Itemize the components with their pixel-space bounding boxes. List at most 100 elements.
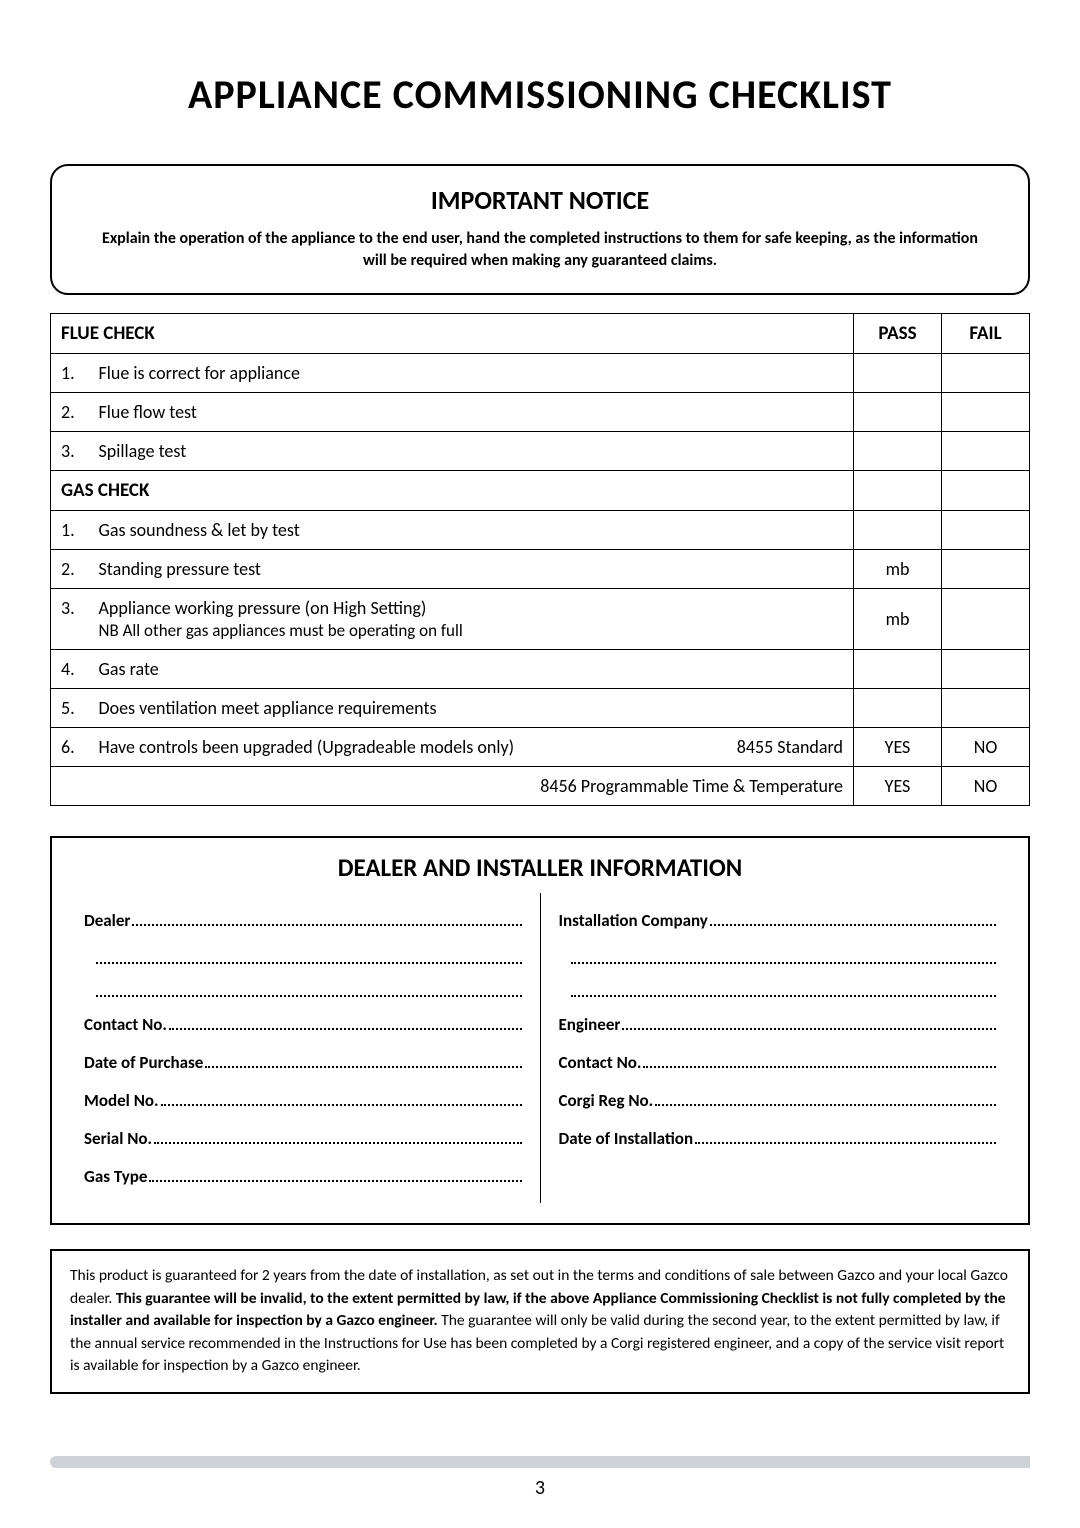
company-field-line2[interactable] — [559, 947, 997, 964]
row-desc: Standing pressure test — [89, 550, 854, 589]
pass-cell[interactable] — [854, 511, 942, 550]
fail-cell[interactable]: NO — [942, 767, 1030, 806]
fail-cell — [942, 471, 1030, 511]
row-desc-right: 8455 Standard — [737, 736, 843, 758]
row-num: 2. — [51, 393, 89, 432]
pass-cell[interactable]: mb — [854, 589, 942, 650]
pass-header: PASS — [854, 314, 942, 354]
row-num — [51, 767, 89, 806]
guarantee-box: This product is guaranteed for 2 years f… — [50, 1249, 1030, 1393]
row-desc-line1: Appliance working pressure (on High Sett… — [99, 597, 427, 619]
dealer-field[interactable]: Dealer — [84, 909, 522, 931]
fail-cell[interactable] — [942, 689, 1030, 728]
fail-cell[interactable] — [942, 589, 1030, 650]
flue-header-row: FLUE CHECK PASS FAIL — [51, 314, 1030, 354]
fail-cell[interactable]: NO — [942, 728, 1030, 767]
pass-cell[interactable]: mb — [854, 550, 942, 589]
dealer-left-col: Dealer Contact No. Date of Purchase Mode… — [76, 893, 541, 1203]
table-row: 3. Spillage test — [51, 432, 1030, 471]
row-desc-right: 8456 Programmable Time & Temperature — [540, 775, 843, 797]
purchase-date-field[interactable]: Date of Purchase — [84, 1051, 522, 1073]
fail-cell[interactable] — [942, 354, 1030, 393]
table-row: 4. Gas rate — [51, 650, 1030, 689]
important-notice-box: IMPORTANT NOTICE Explain the operation o… — [50, 164, 1030, 295]
table-row: 1. Gas soundness & let by test — [51, 511, 1030, 550]
engineer-field[interactable]: Engineer — [559, 1013, 997, 1035]
pass-cell[interactable] — [854, 354, 942, 393]
contact2-label: Contact No. — [559, 1052, 642, 1073]
table-row: 3. Appliance working pressure (on High S… — [51, 589, 1030, 650]
dealer-label: Dealer — [84, 910, 130, 931]
row-desc: Have controls been upgraded (Upgradeable… — [89, 728, 854, 767]
fail-cell[interactable] — [942, 511, 1030, 550]
row-desc-line2: NB All other gas appliances must be oper… — [99, 620, 463, 641]
page-title: APPLIANCE COMMISSIONING CHECKLIST — [50, 70, 1030, 119]
pass-cell — [854, 471, 942, 511]
row-desc: Flue is correct for appliance — [89, 354, 854, 393]
fail-cell[interactable] — [942, 550, 1030, 589]
pass-cell[interactable] — [854, 432, 942, 471]
pass-cell[interactable]: YES — [854, 767, 942, 806]
purchase-label: Date of Purchase — [84, 1052, 203, 1073]
row-num: 6. — [51, 728, 89, 767]
row-num: 3. — [51, 589, 89, 650]
pass-cell[interactable]: YES — [854, 728, 942, 767]
row-num: 2. — [51, 550, 89, 589]
company-field[interactable]: Installation Company — [559, 909, 997, 931]
notice-heading: IMPORTANT NOTICE — [92, 184, 988, 216]
serial-no-field[interactable]: Serial No. — [84, 1127, 522, 1149]
footer-bar — [50, 1456, 1030, 1468]
dealer-right-col: Installation Company Engineer Contact No… — [541, 893, 1005, 1203]
gas-header-row: GAS CHECK — [51, 471, 1030, 511]
contact-label: Contact No. — [84, 1014, 167, 1035]
row-desc: Does ventilation meet appliance requirem… — [89, 689, 854, 728]
fail-header: FAIL — [942, 314, 1030, 354]
row-desc: 8456 Programmable Time & Temperature — [89, 767, 854, 806]
pass-cell[interactable] — [854, 393, 942, 432]
row-desc: Appliance working pressure (on High Sett… — [89, 589, 854, 650]
row-num: 5. — [51, 689, 89, 728]
gas-check-heading: GAS CHECK — [51, 471, 854, 511]
model-no-field[interactable]: Model No. — [84, 1089, 522, 1111]
row-desc: Gas rate — [89, 650, 854, 689]
company-label: Installation Company — [559, 910, 708, 931]
pass-cell[interactable] — [854, 650, 942, 689]
table-row: 5. Does ventilation meet appliance requi… — [51, 689, 1030, 728]
row-num: 3. — [51, 432, 89, 471]
table-row: 8456 Programmable Time & Temperature YES… — [51, 767, 1030, 806]
dealer-field-line2[interactable] — [84, 947, 522, 964]
fail-cell[interactable] — [942, 650, 1030, 689]
dealer-heading: DEALER AND INSTALLER INFORMATION — [76, 852, 1004, 883]
row-num: 1. — [51, 354, 89, 393]
row-num: 4. — [51, 650, 89, 689]
fail-cell[interactable] — [942, 432, 1030, 471]
contact-no-field[interactable]: Contact No. — [559, 1051, 997, 1073]
dealer-installer-box: DEALER AND INSTALLER INFORMATION Dealer … — [50, 836, 1030, 1225]
company-field-line3[interactable] — [559, 980, 997, 997]
table-row: 2. Flue flow test — [51, 393, 1030, 432]
notice-text: Explain the operation of the appliance t… — [92, 228, 988, 271]
engineer-label: Engineer — [559, 1014, 621, 1035]
row-desc: Flue flow test — [89, 393, 854, 432]
gas-type-field[interactable]: Gas Type — [84, 1165, 522, 1187]
row-desc: Gas soundness & let by test — [89, 511, 854, 550]
fail-cell[interactable] — [942, 393, 1030, 432]
corgi-label: Corgi Reg No. — [559, 1090, 654, 1111]
row-num: 1. — [51, 511, 89, 550]
checklist-table: FLUE CHECK PASS FAIL 1. Flue is correct … — [50, 313, 1030, 806]
row-desc: Spillage test — [89, 432, 854, 471]
dealer-field-line3[interactable] — [84, 980, 522, 997]
serial-label: Serial No. — [84, 1128, 152, 1149]
install-date-field[interactable]: Date of Installation — [559, 1127, 997, 1149]
table-row: 2. Standing pressure test mb — [51, 550, 1030, 589]
gastype-label: Gas Type — [84, 1166, 147, 1187]
corgi-reg-field[interactable]: Corgi Reg No. — [559, 1089, 997, 1111]
page-number: 3 — [0, 1476, 1080, 1500]
flue-check-heading: FLUE CHECK — [51, 314, 854, 354]
contact-field[interactable]: Contact No. — [84, 1013, 522, 1035]
table-row: 6. Have controls been upgraded (Upgradea… — [51, 728, 1030, 767]
pass-cell[interactable] — [854, 689, 942, 728]
row-desc-text: Have controls been upgraded (Upgradeable… — [99, 736, 515, 758]
install-label: Date of Installation — [559, 1128, 694, 1149]
model-label: Model No. — [84, 1090, 159, 1111]
